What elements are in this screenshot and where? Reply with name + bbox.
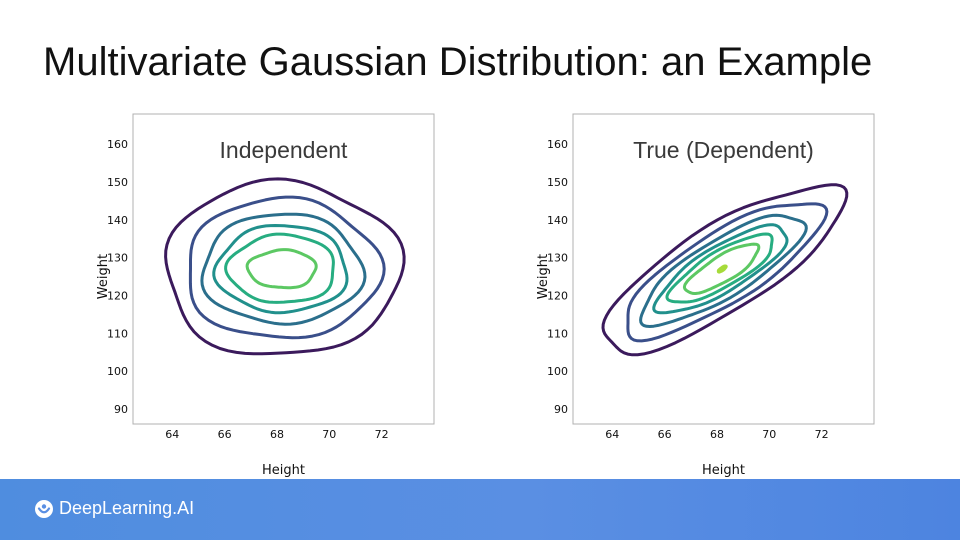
brand: DeepLearning.AI	[34, 498, 194, 519]
independent-contour-6	[245, 248, 318, 290]
dependent-contour-4	[652, 223, 789, 315]
dependent-ytick-label: 100	[547, 365, 568, 378]
independent-x-axis-label: Height	[262, 463, 305, 478]
dependent-xtick-label: 68	[710, 428, 724, 441]
dependent-ytick-label: 90	[554, 403, 568, 416]
independent-chart-title: Independent	[220, 137, 349, 163]
independent-ytick-label: 160	[107, 138, 128, 151]
dependent-ytick-label: 150	[547, 176, 568, 189]
slide-title: Multivariate Gaussian Distribution: an E…	[43, 40, 873, 84]
dependent-contour-3	[639, 213, 808, 328]
independent-ytick-label: 100	[107, 365, 128, 378]
independent-xtick-label: 72	[375, 428, 389, 441]
chart-dependent: 64 66 68 70 72 90 100 110 120 130 140 150 160 Height W…	[530, 105, 930, 490]
dependent-x-axis-label: Height	[702, 463, 745, 478]
dependent-xtick-label: 72	[815, 428, 829, 441]
dependent-ytick-label: 140	[547, 214, 568, 227]
independent-contour-2	[188, 195, 386, 340]
dependent-contour-2	[626, 202, 829, 343]
independent-ytick-label: 150	[107, 176, 128, 189]
chart-independent-svg: 64 66 68 70 72 90 100 110 120 130 140 150 160 Height W…	[96, 113, 435, 478]
dependent-xtick-label: 64	[605, 428, 619, 441]
dependent-plot-frame	[572, 113, 875, 425]
independent-contour-1	[164, 177, 406, 356]
independent-xtick-label: 64	[165, 428, 179, 441]
dependent-ytick-label: 110	[547, 327, 568, 340]
chart-independent: 64 66 68 70 72 90 100 110 120 130 140 150 160 Height W…	[90, 105, 490, 490]
independent-xtick-label: 70	[322, 428, 336, 441]
dependent-chart-title: True (Dependent)	[633, 137, 814, 163]
footer-bar: DeepLearning.AI	[0, 479, 960, 540]
dependent-xtick-label: 66	[658, 428, 672, 441]
dependent-ytick-label: 160	[547, 138, 568, 151]
dependent-ytick-label: 120	[547, 289, 568, 302]
independent-contour-3	[200, 212, 367, 326]
independent-ytick-label: 120	[107, 289, 128, 302]
independent-xtick-label: 66	[218, 428, 232, 441]
dependent-contour-5	[665, 232, 774, 304]
chart-dependent-svg: 64 66 68 70 72 90 100 110 120 130 140 150 160 Height W…	[536, 113, 875, 478]
independent-contour-4	[212, 224, 349, 315]
independent-xtick-label: 68	[270, 428, 284, 441]
independent-ytick-label: 110	[107, 327, 128, 340]
independent-y-axis-label: Weight	[96, 254, 111, 299]
independent-contour-5	[224, 232, 335, 304]
dependent-contour-6	[682, 242, 761, 295]
dependent-contour-7	[716, 264, 728, 274]
brand-name: DeepLearning.AI	[59, 498, 195, 518]
independent-plot-frame	[132, 113, 435, 425]
dependent-contour-1	[601, 183, 849, 357]
deeplearning-ai-logo-icon	[35, 499, 53, 518]
dependent-xtick-label: 70	[762, 428, 776, 441]
independent-ytick-label: 90	[114, 403, 128, 416]
dependent-y-axis-label: Weight	[536, 254, 551, 299]
dependent-ytick-label: 130	[547, 252, 568, 265]
independent-ytick-label: 130	[107, 252, 128, 265]
independent-ytick-label: 140	[107, 214, 128, 227]
